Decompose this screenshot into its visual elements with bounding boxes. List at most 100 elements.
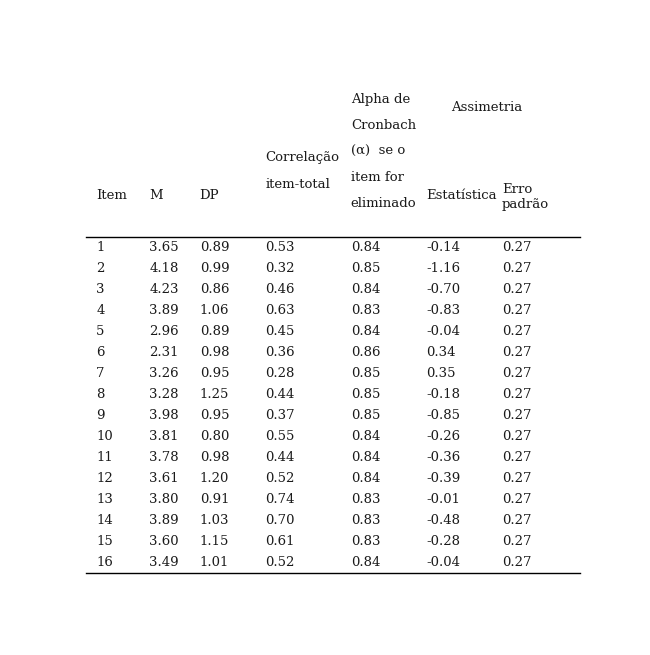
Text: 0.27: 0.27 (502, 535, 532, 548)
Text: 8: 8 (96, 388, 105, 401)
Text: -0.70: -0.70 (426, 284, 460, 296)
Text: Correlação: Correlação (265, 151, 339, 164)
Text: 0.27: 0.27 (502, 242, 532, 254)
Text: 0.27: 0.27 (502, 284, 532, 296)
Text: 0.83: 0.83 (351, 535, 380, 548)
Text: 3.89: 3.89 (150, 514, 179, 527)
Text: 0.85: 0.85 (351, 367, 380, 380)
Text: 0.86: 0.86 (351, 346, 380, 359)
Text: 4.23: 4.23 (150, 284, 179, 296)
Text: 0.95: 0.95 (200, 409, 229, 422)
Text: item for: item for (351, 171, 404, 184)
Text: Estatística: Estatística (426, 189, 497, 202)
Text: 0.63: 0.63 (265, 305, 294, 317)
Text: 1: 1 (96, 242, 105, 254)
Text: 0.84: 0.84 (351, 472, 380, 485)
Text: 0.70: 0.70 (265, 514, 294, 527)
Text: 0.28: 0.28 (265, 367, 294, 380)
Text: 0.84: 0.84 (351, 430, 380, 443)
Text: -0.04: -0.04 (426, 556, 460, 569)
Text: 3.80: 3.80 (150, 493, 179, 506)
Text: 2.31: 2.31 (150, 346, 179, 359)
Text: 0.37: 0.37 (265, 409, 294, 422)
Text: 0.80: 0.80 (200, 430, 229, 443)
Text: 0.84: 0.84 (351, 556, 380, 569)
Text: 0.53: 0.53 (265, 242, 294, 254)
Text: 3: 3 (96, 284, 105, 296)
Text: 12: 12 (96, 472, 113, 485)
Text: item-total: item-total (265, 178, 330, 191)
Text: -0.04: -0.04 (426, 326, 460, 338)
Text: 0.32: 0.32 (265, 263, 294, 275)
Text: 0.98: 0.98 (200, 451, 229, 464)
Text: 14: 14 (96, 514, 113, 527)
Text: 0.44: 0.44 (265, 451, 294, 464)
Text: -0.26: -0.26 (426, 430, 460, 443)
Text: 3.49: 3.49 (150, 556, 179, 569)
Text: 0.84: 0.84 (351, 451, 380, 464)
Text: Cronbach: Cronbach (351, 119, 416, 132)
Text: 0.91: 0.91 (200, 493, 229, 506)
Text: Erro: Erro (502, 183, 532, 196)
Text: 9: 9 (96, 409, 105, 422)
Text: (α)  se o: (α) se o (351, 145, 405, 158)
Text: padrão: padrão (502, 198, 549, 212)
Text: 0.86: 0.86 (200, 284, 229, 296)
Text: 1.25: 1.25 (200, 388, 229, 401)
Text: 0.34: 0.34 (426, 346, 456, 359)
Text: 0.61: 0.61 (265, 535, 294, 548)
Text: 0.27: 0.27 (502, 430, 532, 443)
Text: 6: 6 (96, 346, 105, 359)
Text: 0.27: 0.27 (502, 367, 532, 380)
Text: Item: Item (96, 189, 127, 202)
Text: 0.99: 0.99 (200, 263, 229, 275)
Text: 0.27: 0.27 (502, 305, 532, 317)
Text: 3.81: 3.81 (150, 430, 179, 443)
Text: 11: 11 (96, 451, 113, 464)
Text: 0.27: 0.27 (502, 326, 532, 338)
Text: 0.98: 0.98 (200, 346, 229, 359)
Text: -0.01: -0.01 (426, 493, 460, 506)
Text: 0.55: 0.55 (265, 430, 294, 443)
Text: 1.06: 1.06 (200, 305, 229, 317)
Text: -0.18: -0.18 (426, 388, 460, 401)
Text: Assimetria: Assimetria (451, 102, 523, 114)
Text: 0.83: 0.83 (351, 493, 380, 506)
Text: 0.84: 0.84 (351, 284, 380, 296)
Text: 16: 16 (96, 556, 113, 569)
Text: 3.28: 3.28 (150, 388, 179, 401)
Text: 0.27: 0.27 (502, 556, 532, 569)
Text: M: M (150, 189, 163, 202)
Text: 5: 5 (96, 326, 105, 338)
Text: 0.45: 0.45 (265, 326, 294, 338)
Text: 0.84: 0.84 (351, 326, 380, 338)
Text: -0.39: -0.39 (426, 472, 461, 485)
Text: 7: 7 (96, 367, 105, 380)
Text: 0.46: 0.46 (265, 284, 294, 296)
Text: 3.65: 3.65 (150, 242, 179, 254)
Text: 0.83: 0.83 (351, 514, 380, 527)
Text: 0.52: 0.52 (265, 472, 294, 485)
Text: 3.26: 3.26 (150, 367, 179, 380)
Text: 0.95: 0.95 (200, 367, 229, 380)
Text: 0.27: 0.27 (502, 346, 532, 359)
Text: 1.03: 1.03 (200, 514, 229, 527)
Text: 0.27: 0.27 (502, 451, 532, 464)
Text: 0.27: 0.27 (502, 388, 532, 401)
Text: 0.27: 0.27 (502, 493, 532, 506)
Text: 4: 4 (96, 305, 105, 317)
Text: -1.16: -1.16 (426, 263, 460, 275)
Text: 0.89: 0.89 (200, 242, 229, 254)
Text: 10: 10 (96, 430, 113, 443)
Text: 3.61: 3.61 (150, 472, 179, 485)
Text: 3.78: 3.78 (150, 451, 179, 464)
Text: 3.89: 3.89 (150, 305, 179, 317)
Text: 2.96: 2.96 (150, 326, 179, 338)
Text: 4.18: 4.18 (150, 263, 179, 275)
Text: 0.35: 0.35 (426, 367, 456, 380)
Text: 1.15: 1.15 (200, 535, 229, 548)
Text: -0.14: -0.14 (426, 242, 460, 254)
Text: 2: 2 (96, 263, 105, 275)
Text: 0.27: 0.27 (502, 514, 532, 527)
Text: 0.85: 0.85 (351, 388, 380, 401)
